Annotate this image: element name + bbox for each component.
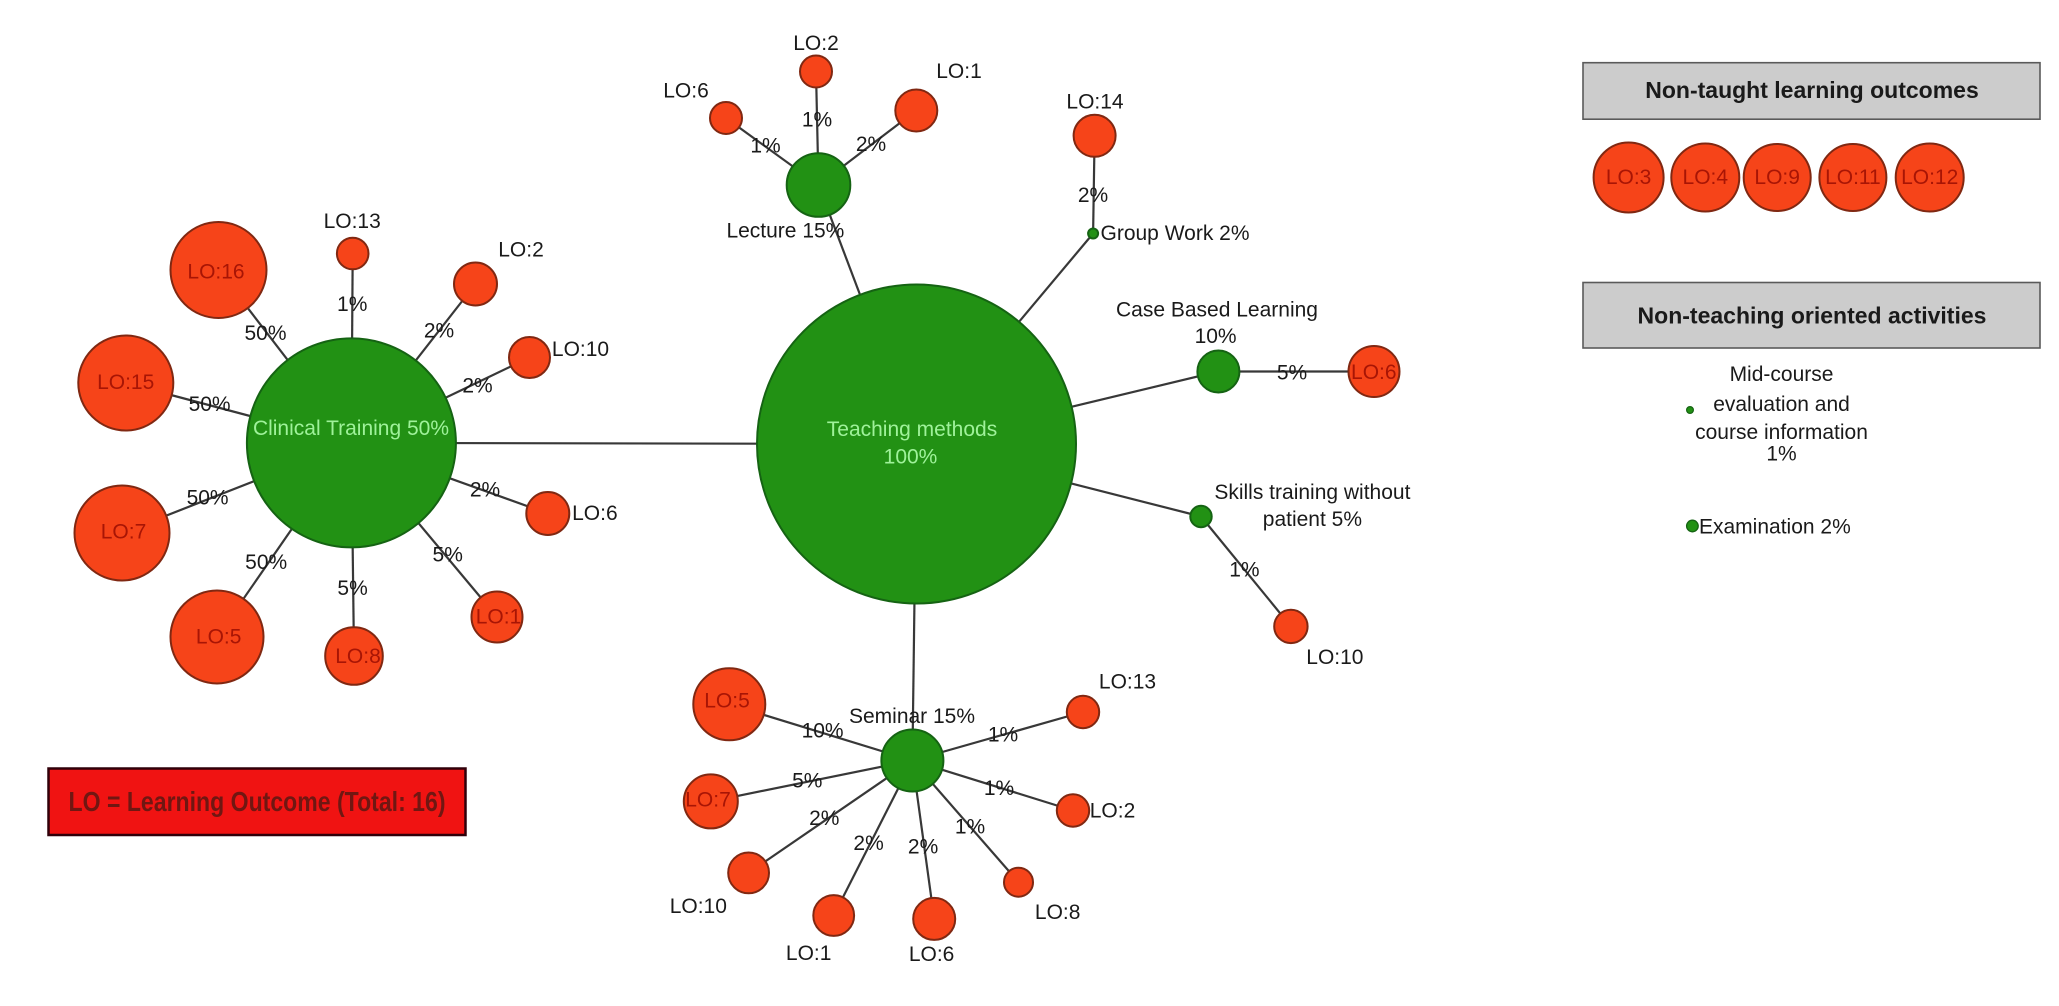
svg-text:LO:6: LO:6 (572, 502, 618, 525)
svg-text:2%: 2% (853, 832, 883, 855)
svg-text:2%: 2% (809, 807, 839, 830)
svg-text:LO:1: LO:1 (936, 60, 982, 83)
svg-text:5%: 5% (1277, 362, 1307, 385)
svg-text:50%: 50% (244, 322, 286, 345)
svg-text:LO:14: LO:14 (1066, 90, 1124, 113)
svg-text:Mid-course: Mid-course (1730, 363, 1834, 386)
svg-text:LO:5: LO:5 (196, 626, 242, 649)
svg-text:LO:6: LO:6 (663, 80, 709, 103)
svg-text:LO:6: LO:6 (1351, 361, 1397, 384)
svg-text:Seminar 15%: Seminar 15% (849, 705, 975, 728)
svg-text:LO:1: LO:1 (786, 942, 832, 965)
svg-text:LO:11: LO:11 (1825, 166, 1881, 189)
svg-text:2%: 2% (908, 835, 938, 858)
svg-text:LO:10: LO:10 (552, 338, 609, 361)
svg-text:2%: 2% (462, 374, 492, 397)
svg-text:10%: 10% (802, 720, 844, 743)
svg-text:1%: 1% (1229, 559, 1259, 582)
svg-text:1%: 1% (1766, 443, 1796, 466)
svg-text:2%: 2% (1078, 184, 1108, 207)
svg-text:LO:4: LO:4 (1683, 166, 1729, 189)
svg-text:50%: 50% (187, 487, 229, 510)
svg-text:1%: 1% (802, 109, 832, 132)
svg-text:course information: course information (1695, 421, 1868, 444)
svg-text:50%: 50% (189, 393, 231, 416)
svg-text:Examination 2%: Examination 2% (1699, 516, 1851, 539)
svg-text:LO = Learning Outcome (Total:: LO = Learning Outcome (Total: 16) (69, 786, 446, 817)
svg-text:LO:8: LO:8 (1035, 901, 1081, 924)
svg-text:LO:9: LO:9 (1754, 166, 1800, 189)
svg-text:LO:5: LO:5 (704, 689, 750, 712)
svg-text:LO:7: LO:7 (685, 789, 731, 812)
svg-text:2%: 2% (856, 133, 886, 156)
svg-text:Case Based Learning: Case Based Learning (1116, 299, 1318, 322)
svg-text:Group Work 2%: Group Work 2% (1101, 222, 1250, 245)
svg-text:1%: 1% (955, 816, 985, 839)
svg-text:LO:16: LO:16 (187, 261, 244, 284)
svg-text:Clinical Training 50%: Clinical Training 50% (253, 417, 449, 440)
svg-text:LO:8: LO:8 (335, 645, 381, 668)
svg-text:1%: 1% (750, 135, 780, 158)
svg-text:LO:10: LO:10 (1306, 646, 1363, 669)
svg-text:LO:13: LO:13 (324, 210, 381, 233)
svg-text:Non-teaching oriented activiti: Non-teaching oriented activities (1638, 303, 1987, 329)
svg-text:5%: 5% (433, 544, 463, 567)
svg-text:LO:2: LO:2 (793, 32, 839, 55)
svg-text:100%: 100% (884, 446, 938, 469)
svg-text:1%: 1% (988, 723, 1018, 746)
svg-text:LO:12: LO:12 (1901, 166, 1958, 189)
svg-text:1%: 1% (337, 293, 367, 316)
svg-text:patient 5%: patient 5% (1263, 508, 1362, 531)
svg-text:5%: 5% (337, 577, 367, 600)
svg-text:LO:1: LO:1 (476, 606, 522, 629)
svg-text:Lecture 15%: Lecture 15% (726, 220, 844, 243)
svg-text:LO:15: LO:15 (97, 371, 154, 394)
svg-text:LO:7: LO:7 (101, 521, 147, 544)
svg-text:Skills training without: Skills training without (1214, 481, 1410, 504)
svg-text:LO:3: LO:3 (1606, 166, 1652, 189)
svg-text:Teaching methods: Teaching methods (827, 418, 997, 441)
svg-text:Non-taught learning outcomes: Non-taught learning outcomes (1645, 77, 1979, 103)
svg-text:LO:2: LO:2 (498, 239, 544, 262)
svg-text:2%: 2% (424, 320, 454, 343)
svg-text:10%: 10% (1195, 325, 1237, 348)
svg-text:LO:2: LO:2 (1090, 800, 1136, 823)
svg-text:1%: 1% (984, 777, 1014, 800)
svg-text:5%: 5% (792, 770, 822, 793)
svg-text:LO:13: LO:13 (1099, 671, 1156, 694)
svg-text:evaluation and: evaluation and (1713, 393, 1850, 416)
svg-text:50%: 50% (245, 551, 287, 574)
svg-text:2%: 2% (470, 479, 500, 502)
svg-text:LO:10: LO:10 (670, 895, 727, 918)
svg-text:LO:6: LO:6 (909, 943, 955, 966)
